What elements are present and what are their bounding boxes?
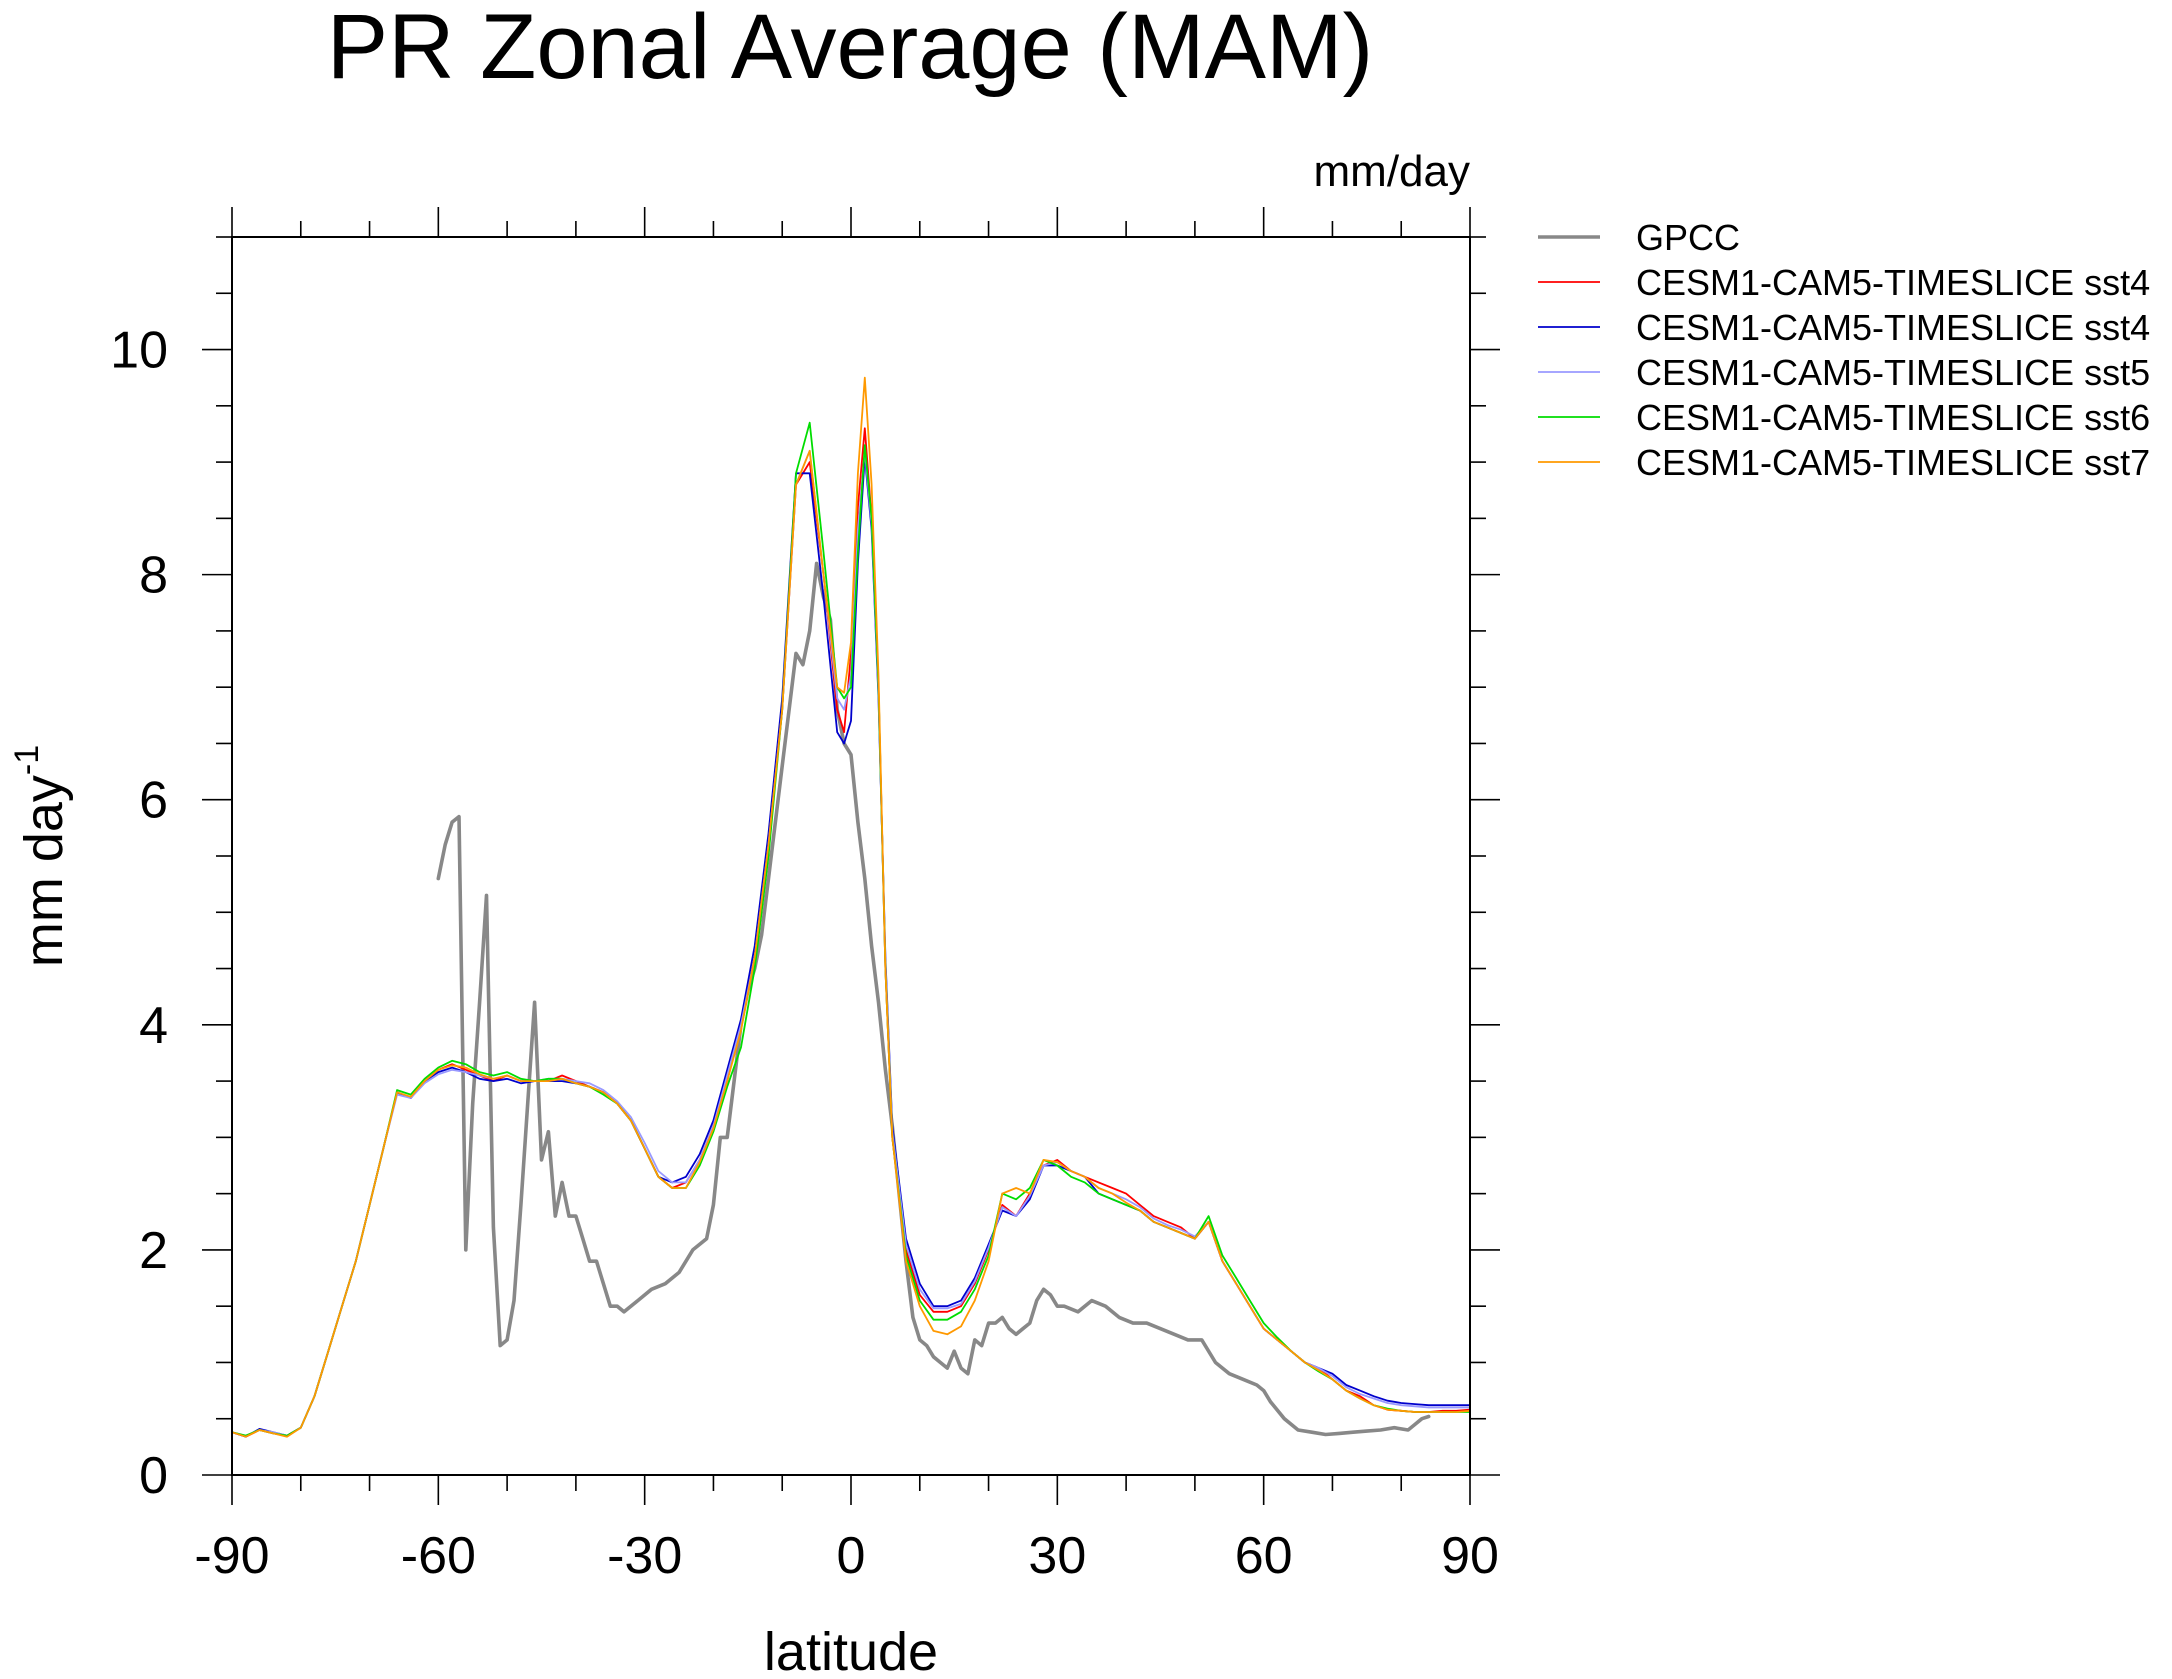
x-tick-label: -30 <box>607 1527 682 1585</box>
y-axis-label-text: mm day <box>14 775 74 967</box>
chart-title: PR Zonal Average (MAM) <box>327 0 1373 98</box>
x-tick-label: 60 <box>1235 1527 1293 1585</box>
x-tick-label: 0 <box>837 1527 866 1585</box>
legend-label: CESM1-CAM5-TIMESLICE sst6 <box>1636 397 2150 438</box>
y-axis-label-exponent: -1 <box>8 745 46 775</box>
legend-label: CESM1-CAM5-TIMESLICE sst4 <box>1636 307 2150 348</box>
x-tick-label: 30 <box>1028 1527 1086 1585</box>
x-tick-label: 90 <box>1441 1527 1499 1585</box>
x-tick-label: -90 <box>194 1527 269 1585</box>
legend-label: CESM1-CAM5-TIMESLICE sst5 <box>1636 352 2150 393</box>
y-tick-label: 2 <box>139 1222 168 1280</box>
y-tick-label: 10 <box>110 322 168 380</box>
legend-label: CESM1-CAM5-TIMESLICE sst7 <box>1636 442 2150 483</box>
series-line-3 <box>232 449 1470 1437</box>
y-tick-label: 6 <box>139 772 168 830</box>
y-tick-label: 4 <box>139 997 168 1055</box>
x-tick-labels: -90 -60 -30 0 30 60 90 <box>194 1527 1499 1585</box>
legend-label: GPCC <box>1636 217 1740 258</box>
series-line-1 <box>232 427 1470 1438</box>
series-line-5 <box>232 376 1470 1438</box>
units-label: mm/day <box>1314 147 1470 196</box>
minor-ticks <box>216 221 1486 1491</box>
y-tick-label: 0 <box>139 1447 168 1505</box>
y-tick-labels: 0 2 4 6 8 10 <box>110 322 168 1505</box>
y-axis-label: mm day-1 <box>8 745 74 967</box>
x-tick-label: -60 <box>401 1527 476 1585</box>
series-lines <box>232 376 1470 1438</box>
plot-frame <box>231 236 1471 1476</box>
y-tick-label: 8 <box>139 547 168 605</box>
series-line-4 <box>232 421 1470 1437</box>
x-axis-label: latitude <box>764 1622 938 1679</box>
series-line-0 <box>436 561 1431 1437</box>
major-ticks <box>202 207 1500 1505</box>
legend-label: CESM1-CAM5-TIMESLICE sst4 <box>1636 262 2150 303</box>
series-line-2 <box>232 455 1470 1438</box>
